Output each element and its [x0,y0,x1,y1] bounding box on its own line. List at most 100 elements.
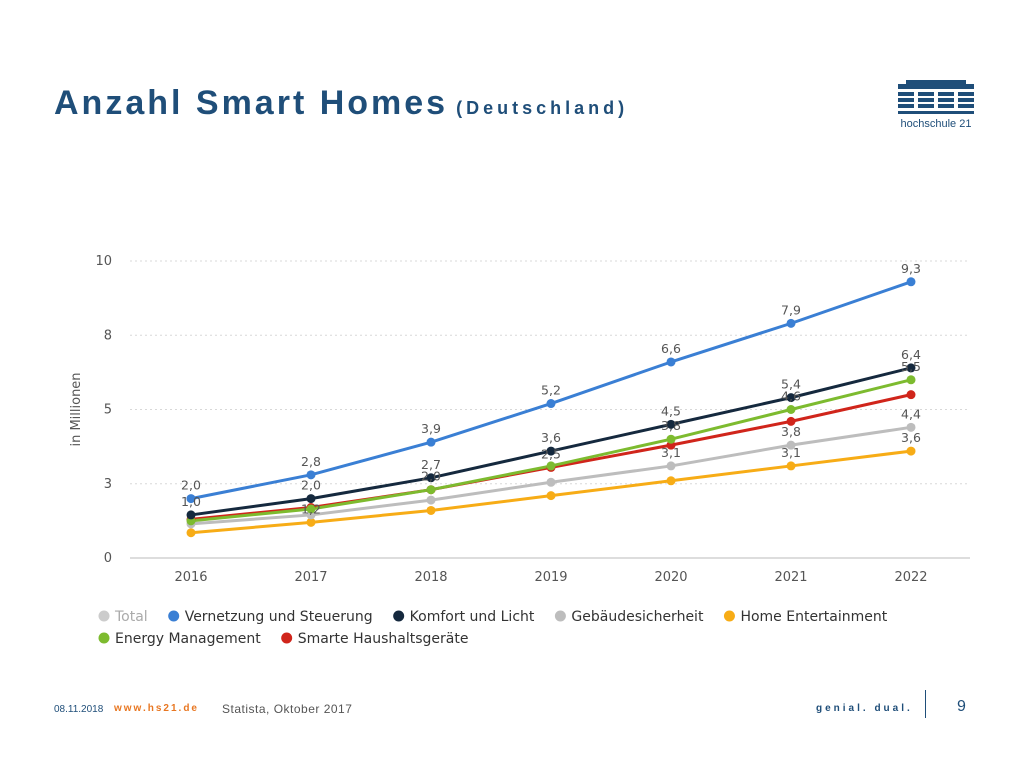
data-label: 3,6 [901,430,921,445]
data-labels: 1,23,13,63,13,84,42,02,53,84,65,51,02,02… [181,261,921,517]
smart-homes-line-chart: 0 3 5 8 10 2016 2017 2018 2019 2020 2021 2022 in M… [69,254,970,647]
data-label: 3,8 [781,424,801,439]
data-point[interactable] [906,277,916,287]
logo-text: hochschule 21 [900,118,972,130]
legend-label: Smarte Haushaltsgeräte [298,631,469,647]
data-label: 9,3 [901,261,921,276]
data-label: 3,8 [661,418,681,433]
data-point[interactable] [306,470,316,480]
legend-item[interactable]: Komfort und Licht [393,609,535,625]
legend-swatch [98,610,110,622]
legend-label: Home Entertainment [740,609,887,625]
title-subtitle: (Deutschland) [456,98,629,118]
legend-swatch [723,610,735,622]
data-point[interactable] [306,494,316,504]
data-point[interactable] [546,491,556,501]
data-point[interactable] [666,434,676,444]
data-point[interactable] [186,494,196,504]
legend-label: Total [114,609,148,625]
data-point[interactable] [426,437,436,447]
x-tick-label: 2021 [774,570,807,585]
legend-item[interactable]: Gebäudesicherheit [554,609,704,625]
x-tick-label: 2017 [294,570,327,585]
page-number: 9 [957,698,966,715]
slide-title: Anzahl Smart Homes (Deutschland) [54,84,628,123]
y-tick-label: 8 [104,328,112,343]
legend-label: Komfort und Licht [410,609,535,625]
y-tick-label: 10 [95,254,112,269]
data-label: 6,4 [901,347,921,362]
data-point[interactable] [666,461,676,471]
logo-building-icon [898,80,974,114]
data-point[interactable] [426,485,436,495]
data-point[interactable] [786,416,796,426]
data-label: 3,1 [661,445,681,460]
data-point[interactable] [546,461,556,471]
data-point[interactable] [426,505,436,515]
data-point[interactable] [186,528,196,538]
series-points [186,277,916,538]
legend-item[interactable]: Home Entertainment [723,609,888,625]
data-label: 4,5 [661,403,681,418]
data-label: 2,5 [541,446,561,461]
data-point[interactable] [786,318,796,328]
data-point[interactable] [786,393,796,403]
data-label: 2,0 [181,478,201,493]
legend-swatch [554,610,566,622]
data-point[interactable] [186,510,196,520]
data-label: 5,2 [541,383,561,398]
data-point[interactable] [906,422,916,432]
x-tick-label: 2022 [894,570,927,585]
data-point[interactable] [786,461,796,471]
x-tick-label: 2020 [654,570,687,585]
data-label: 1,0 [181,494,201,509]
legend-swatch [393,610,405,622]
data-point[interactable] [786,440,796,450]
data-label: 2,8 [301,454,321,469]
y-tick-label: 5 [104,403,112,418]
data-point[interactable] [666,476,676,486]
hochschule-logo: hochschule 21 [896,80,976,132]
x-tick-label: 2016 [174,570,207,585]
data-label: 3,9 [421,421,441,436]
footer-url-link[interactable]: www.hs21.de [114,703,199,714]
y-tick-label: 3 [104,477,112,492]
legend-item[interactable]: Smarte Haushaltsgeräte [281,631,468,647]
data-point[interactable] [906,390,916,400]
data-label: 5,4 [781,377,801,392]
data-point[interactable] [906,363,916,373]
y-axis-ticks: 0 3 5 8 10 [95,254,112,566]
data-point[interactable] [786,405,796,414]
data-point[interactable] [666,419,676,429]
data-label: 4,4 [901,406,921,421]
data-label: 2,0 [301,478,321,493]
legend-item[interactable]: Energy Management [98,631,262,647]
data-point[interactable] [306,517,316,527]
data-point[interactable] [666,357,676,367]
x-axis-ticks: 2016 2017 2018 2019 2020 2021 2022 [174,570,927,585]
data-point[interactable] [426,473,436,483]
data-point[interactable] [546,399,556,409]
data-point[interactable] [546,477,556,487]
data-label: 3,1 [781,445,801,460]
y-tick-label: 0 [104,551,112,566]
legend-swatch [281,632,293,644]
footer-divider [925,690,926,718]
data-point[interactable] [426,495,436,505]
data-label: 1,2 [301,501,321,516]
data-point[interactable] [546,446,556,456]
data-point[interactable] [306,504,316,514]
legend-item[interactable]: Vernetzung und Steuerung [168,609,373,625]
data-label: 2,7 [421,457,441,472]
title-main: Anzahl Smart Homes [54,84,449,122]
footer-source: Statista, Oktober 2017 [222,702,353,716]
data-label: 6,6 [661,341,681,356]
legend-item[interactable]: Total [98,609,148,625]
data-label: 2,0 [421,469,441,484]
data-label: 5,5 [901,359,921,374]
legend-label: Gebäudesicherheit [571,609,704,625]
data-point[interactable] [906,446,916,456]
footer-slogan: genial. dual. [816,703,913,714]
data-point[interactable] [906,375,916,385]
legend-swatch [168,610,180,622]
